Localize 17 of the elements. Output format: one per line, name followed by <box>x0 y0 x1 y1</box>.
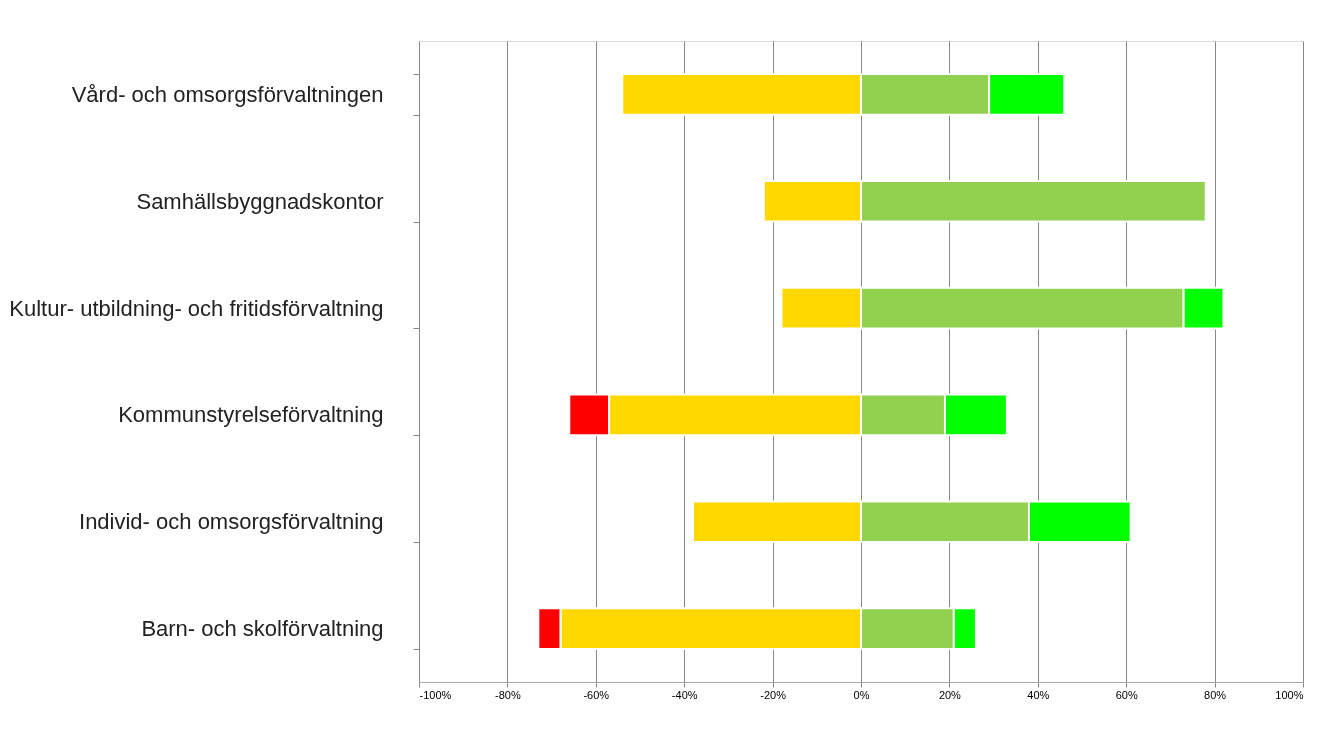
x-tick-label: 80% <box>1204 688 1227 701</box>
x-tick-label: -100% <box>419 688 452 701</box>
y-tick-label: Vård- och omsorgsförvaltningen <box>71 81 384 107</box>
y-tick-label: Individ- och omsorgsförvaltning <box>79 509 384 535</box>
y-tick-label: Barn- och skolförvaltning <box>141 616 384 642</box>
y-tick-label: Kultur- utbildning- och fritidsförvaltning <box>9 295 384 321</box>
x-tick-label: 100% <box>1275 688 1304 701</box>
x-tick-label: 40% <box>1027 688 1050 701</box>
x-tick-label: -80% <box>495 688 521 701</box>
x-tick-label: -40% <box>671 688 698 701</box>
x-tick-label: 0% <box>853 688 870 701</box>
x-tick-label: -20% <box>760 688 787 701</box>
y-tick-label: Samhällsbyggnadskontor <box>136 188 384 214</box>
x-tick-label: 20% <box>938 688 962 701</box>
y-tick-label: Kommunstyrelseförvaltning <box>118 402 384 428</box>
x-tick-label: 60% <box>1115 688 1138 701</box>
x-tick-label: -60% <box>583 688 610 701</box>
